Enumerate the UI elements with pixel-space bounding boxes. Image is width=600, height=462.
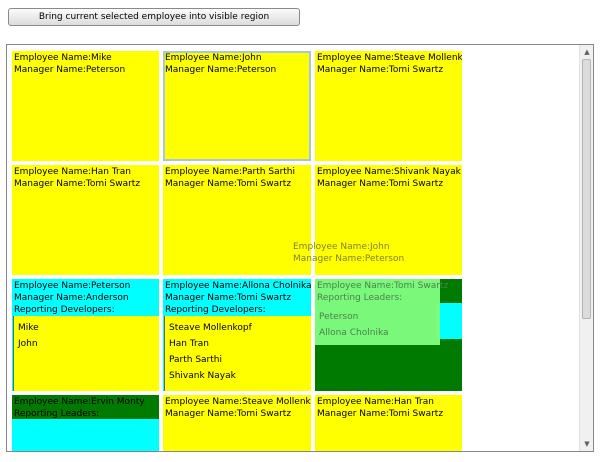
manager-name: Manager Name:Tomi Swartz [14,179,141,189]
ghost-employee-name: Employee Name:John [293,242,390,252]
manager-tile[interactable]: Employee Name:Tomi Swartz Reporting Lead… [315,279,462,391]
list-item[interactable]: Steave Mollenkopf [169,323,252,333]
manager-tile[interactable]: Employee Name:Ervin Monty Reporting Lead… [12,395,159,451]
scroll-up-icon[interactable]: ▲ [584,48,590,56]
employee-name: Employee Name:Han Tran [14,167,131,177]
manager-name: Manager Name:Tomi Swartz [317,179,444,189]
manager-name: Manager Name:Tomi Swartz [317,409,444,419]
manager-name: Manager Name:Tomi Swartz [165,409,292,419]
reporting-list: Peterson Allona Cholnika [319,309,389,341]
employee-tile[interactable]: Employee Name:Steave Mollenkopf Manager … [315,51,462,161]
employee-tile[interactable]: Employee Name:Shivank Nayak Manager Name… [315,165,462,275]
leader-tile[interactable]: Employee Name:Allona Cholnika Manager Na… [163,279,311,391]
reporting-list: Mike John [13,316,159,391]
bring-into-view-button[interactable]: Bring current selected employee into vis… [8,8,300,26]
employee-name: Employee Name:Ervin Monty [14,397,145,407]
list-item[interactable]: Parth Sarthi [169,355,222,365]
employee-tile[interactable]: Employee Name:Steave Mollenkopf Manager … [163,395,311,451]
manager-name: Manager Name:Peterson [165,65,277,75]
employee-name: Employee Name:Steave Mollenkopf [317,53,462,63]
list-item[interactable]: John [18,339,38,349]
reporting-label: Reporting Developers: [165,305,266,315]
reporting-label: Reporting Leaders: [317,293,403,303]
tile-accent [437,303,462,339]
employee-tile[interactable]: Employee Name:Parth Sarthi Manager Name:… [163,165,311,275]
employee-name: Employee Name:Peterson [14,281,131,291]
employee-name: Employee Name:Steave Mollenkopf [165,397,311,407]
list-item[interactable]: Peterson [319,312,359,322]
employee-name: Employee Name:Parth Sarthi [165,167,296,177]
drag-ghost: Employee Name:John Manager Name:Peterson [293,241,404,265]
employee-name: Employee Name:John [165,53,262,63]
scroll-down-icon[interactable]: ▼ [584,440,590,448]
manager-name: Manager Name:Tomi Swartz [165,179,292,189]
manager-name: Manager Name:Anderson [14,293,129,303]
reporting-label: Reporting Leaders: [14,409,100,419]
list-item[interactable]: Han Tran [169,339,209,349]
list-item[interactable]: Shivank Nayak [169,371,236,381]
tile-accent [12,395,159,419]
employee-tile[interactable]: Employee Name:Han Tran Manager Name:Tomi… [12,165,159,275]
employee-tile[interactable]: Employee Name:Mike Manager Name:Peterson [12,51,159,161]
manager-name: Manager Name:Peterson [14,65,126,75]
employee-name: Employee Name:Mike [14,53,112,63]
scrollbar-thumb[interactable] [582,59,591,319]
manager-name: Manager Name:Tomi Swartz [317,65,444,75]
employee-tile[interactable]: Employee Name:Han Tran Manager Name:Tomi… [315,395,462,451]
employee-name: Employee Name:Han Tran [317,397,434,407]
employee-name: Employee Name:Shivank Nayak [317,167,461,177]
leader-tile[interactable]: Employee Name:Peterson Manager Name:Ande… [12,279,159,391]
list-item[interactable]: Allona Cholnika [319,328,389,338]
reporting-list: Steave Mollenkopf Han Tran Parth Sarthi … [164,316,311,391]
drop-highlight [315,279,440,345]
employee-name: Employee Name:Allona Cholnika [165,281,311,291]
employee-panel[interactable]: Employee Name:Mike Manager Name:Peterson… [6,44,594,452]
list-item[interactable]: Mike [18,323,39,333]
vertical-scrollbar[interactable]: ▲ ▼ [579,45,593,451]
employee-tile-selected[interactable]: Employee Name:John Manager Name:Peterson [163,51,311,161]
ghost-manager-name: Manager Name:Peterson [293,254,405,264]
manager-name: Manager Name:Tomi Swartz [165,293,292,303]
reporting-label: Reporting Developers: [14,305,115,315]
employee-name: Employee Name:Tomi Swartz [317,281,449,291]
